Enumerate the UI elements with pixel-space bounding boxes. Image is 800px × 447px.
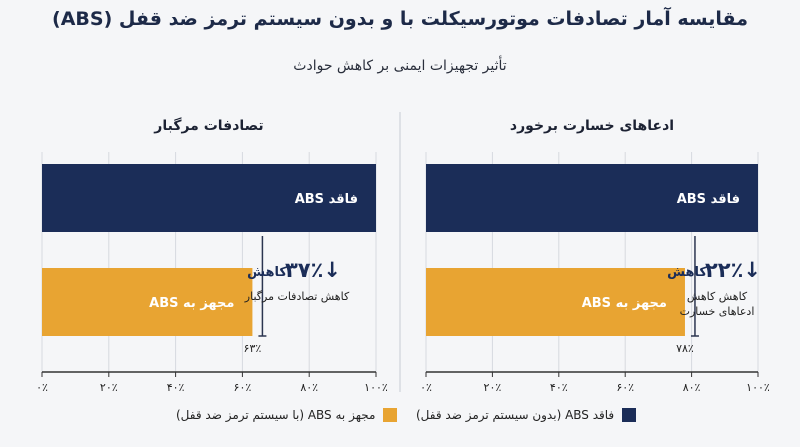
- legend-item-with-abs: مجهز به ABS (با سیستم ترمز ضد قفل): [176, 408, 398, 422]
- reduction-caption-claims-0: کاهش کاهش: [687, 290, 748, 303]
- value-label-fatal: ۶۳٪: [244, 342, 262, 355]
- bar-label-fatal-1: مجهز به ABS: [149, 296, 234, 311]
- x-tick-label-fatal: ۴۰٪: [167, 381, 185, 394]
- bar-label-claims-0: فاقد ABS: [677, 192, 740, 207]
- bar-fatal-0: [42, 164, 376, 232]
- legend-item-no-abs: فاقد ABS (بدون سیستم ترمز ضد قفل): [416, 408, 637, 422]
- legend-label-with-abs: مجهز به ABS (با سیستم ترمز ضد قفل): [176, 408, 376, 422]
- x-tick-label-fatal: ۶۰٪: [234, 381, 252, 394]
- x-tick-label-claims: ۰٪: [420, 381, 432, 394]
- bar-fatal-1: [42, 268, 253, 336]
- reduction-word-claims: کاهش: [667, 265, 707, 280]
- reduction-caption-fatal-0: کاهش تصادفات مرگبار: [244, 290, 350, 303]
- reduction-value-claims: ↓۲۲٪: [705, 258, 761, 282]
- legend: فاقد ABS (بدون سیستم ترمز ضد قفل) مجهز ب…: [0, 408, 800, 432]
- legend-swatch-no-abs: [622, 408, 637, 422]
- bar-claims-1: [426, 268, 685, 336]
- x-tick-label-claims: ۶۰٪: [616, 381, 634, 394]
- legend-label-no-abs: فاقد ABS (بدون سیستم ترمز ضد قفل): [416, 408, 615, 422]
- legend-swatch-with-abs: [383, 408, 398, 422]
- x-tick-label-claims: ۲۰٪: [484, 381, 502, 394]
- panel-title-claims: ادعاهای خسارت برخورد: [510, 118, 674, 134]
- x-tick-label-claims: ۱۰۰٪: [746, 381, 770, 394]
- reduction-value-fatal: ↓۳۷٪: [285, 258, 341, 282]
- reduction-caption-claims-1: ادعاهای خسارت: [680, 305, 755, 318]
- bar-label-claims-1: مجهز به ABS: [582, 296, 667, 311]
- bar-label-fatal-0: فاقد ABS: [295, 192, 358, 207]
- reduction-word-fatal: کاهش: [247, 265, 287, 280]
- bar-claims-0: [426, 164, 758, 232]
- chart-title: مقایسه آمار تصادفات موتورسیکلت با و بدون…: [52, 8, 748, 30]
- x-tick-label-fatal: ۸۰٪: [300, 381, 318, 394]
- x-tick-label-fatal: ۰٪: [36, 381, 48, 394]
- x-tick-label-claims: ۴۰٪: [550, 381, 568, 394]
- x-tick-label-fatal: ۲۰٪: [100, 381, 118, 394]
- panel-title-fatal: تصادفات مرگبار: [153, 117, 263, 134]
- x-tick-label-fatal: ۱۰۰٪: [364, 381, 388, 394]
- value-label-claims: ۷۸٪: [676, 342, 694, 355]
- chart-subtitle: تأثیر تجهیزات ایمنی بر کاهش حوادث: [293, 58, 507, 74]
- x-tick-label-claims: ۸۰٪: [683, 381, 701, 394]
